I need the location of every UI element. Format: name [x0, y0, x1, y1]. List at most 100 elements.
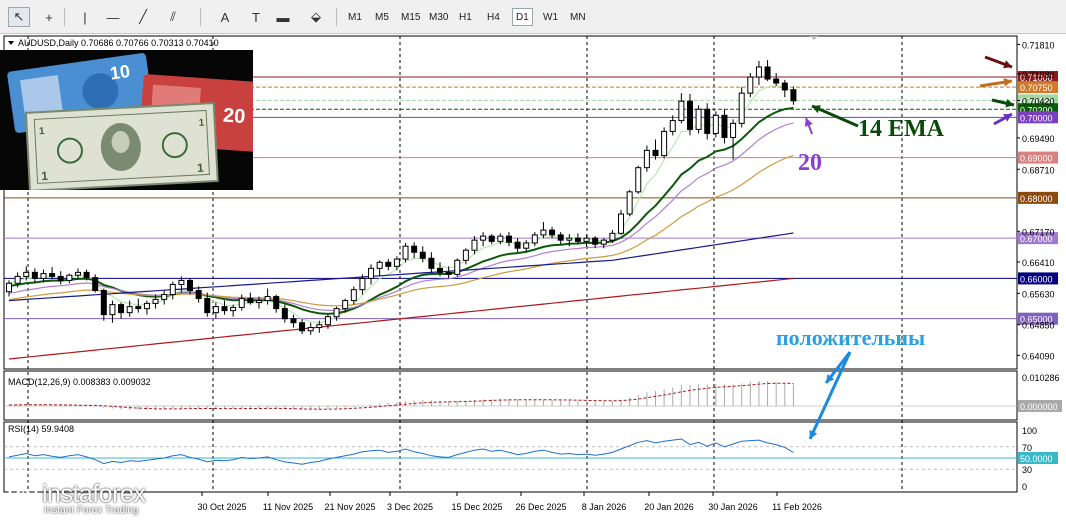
candle	[135, 298, 142, 313]
candle	[273, 294, 280, 313]
candle-body	[342, 300, 349, 310]
candle	[221, 300, 228, 315]
candle-body	[764, 66, 771, 80]
candle-body	[83, 271, 90, 279]
svg-text:1: 1	[39, 126, 46, 137]
candle-body	[143, 302, 150, 310]
label-icon[interactable]: T	[252, 9, 260, 25]
arrows-icon[interactable]: ⬙	[311, 9, 321, 24]
timeframe-m30[interactable]: M30	[429, 11, 449, 23]
candle-body	[790, 89, 797, 102]
candle-body	[359, 277, 366, 291]
candle	[281, 304, 288, 323]
candle-body	[368, 267, 375, 279]
candle	[755, 60, 762, 86]
candle-body	[23, 271, 30, 277]
text-icon[interactable]: A	[220, 9, 230, 25]
candle-body	[169, 283, 176, 296]
candle	[454, 258, 461, 277]
logo-subtitle: Instant Forex Trading	[44, 505, 139, 516]
level-label: 0.70200	[1020, 105, 1053, 115]
toolbar: ↖ + | — ╱ ⫽ A T ▬ ⬙ M1 M5 M15 M30 H1 H4 D1 W1 MN	[0, 0, 1066, 34]
candle	[652, 139, 659, 160]
timeframe-m15[interactable]: M15	[401, 11, 421, 23]
candle	[557, 232, 564, 245]
candle	[74, 268, 81, 280]
candle	[790, 86, 797, 105]
candle-body	[480, 235, 487, 241]
candle	[445, 266, 452, 279]
candle	[402, 242, 409, 263]
candle-body	[204, 298, 211, 314]
trendline-icon[interactable]: ╱	[139, 9, 147, 24]
ma-line-20	[8, 122, 794, 312]
rsi-tick-label: 30	[1022, 465, 1032, 475]
candle	[393, 256, 400, 271]
candle-body	[618, 213, 625, 234]
symbol-menu-icon	[8, 41, 14, 45]
candle	[238, 294, 245, 311]
rsi-tick-label: 0	[1022, 482, 1027, 492]
candle	[600, 238, 607, 249]
candle-body	[661, 130, 668, 157]
candle-body	[333, 308, 340, 318]
candle	[212, 302, 219, 319]
timeframe-w1[interactable]: W1	[543, 11, 558, 23]
candle-body	[376, 261, 383, 269]
arrow-to-ema14-head	[812, 105, 821, 114]
candle	[230, 304, 237, 317]
candle	[505, 232, 512, 247]
price-tick-label: 0.71810	[1022, 40, 1055, 50]
arrow-to-rsi-head	[809, 430, 818, 439]
timeframe-d1[interactable]: D1	[512, 8, 533, 26]
fibonacci-icon[interactable]: ⫽	[170, 9, 176, 24]
candle-body	[324, 316, 331, 326]
vertical-line-icon[interactable]: |	[83, 9, 87, 25]
candle	[161, 290, 168, 305]
candle	[40, 269, 47, 283]
candle-body	[643, 149, 650, 169]
arrow-to-ema14	[811, 104, 859, 128]
candle-body	[540, 229, 547, 236]
candle	[661, 127, 668, 159]
candle-body	[238, 298, 245, 308]
candle-body	[92, 277, 99, 291]
horizontal-line-icon[interactable]: —	[106, 9, 120, 25]
timeframe-m5[interactable]: M5	[375, 11, 389, 23]
candle	[385, 259, 392, 271]
candle-body	[686, 100, 693, 130]
level-label: 0.66000	[1020, 274, 1053, 284]
toolbar-separator	[336, 8, 337, 26]
level-label: 0.67000	[1020, 234, 1053, 244]
ma-line-50	[8, 154, 794, 307]
candle-body	[781, 82, 788, 91]
crosshair-icon[interactable]: +	[45, 9, 53, 25]
candle	[712, 111, 719, 138]
candle-body	[531, 234, 538, 244]
level-label: 0.69000	[1020, 154, 1053, 164]
candle-body	[678, 100, 685, 122]
timeframe-h1[interactable]: H1	[459, 11, 472, 23]
timeframe-m1[interactable]: M1	[348, 11, 362, 23]
toolbar-separator	[200, 8, 201, 26]
candle	[411, 242, 418, 259]
candle	[514, 238, 521, 253]
logo-name: instaforex	[42, 480, 146, 508]
cursor-icon[interactable]: ↖	[8, 7, 30, 27]
rectangle-icon[interactable]: ▬	[276, 9, 290, 25]
level-label: 0.70420	[1020, 96, 1053, 106]
candle	[635, 165, 642, 194]
candle	[747, 73, 754, 98]
level-label-bg	[1018, 151, 1058, 164]
timeframe-h4[interactable]: H4	[487, 11, 500, 23]
candle	[480, 232, 487, 247]
candle-body	[393, 258, 400, 267]
candle-body	[350, 289, 357, 302]
ema14-annotation: 14 EMA	[858, 116, 945, 142]
candle-body	[31, 271, 38, 279]
rsi-pane-frame	[3, 421, 1018, 493]
timeframe-mn[interactable]: MN	[570, 11, 586, 23]
candle	[324, 314, 331, 329]
svg-text:10: 10	[109, 61, 132, 84]
ma-line-200	[8, 277, 794, 360]
